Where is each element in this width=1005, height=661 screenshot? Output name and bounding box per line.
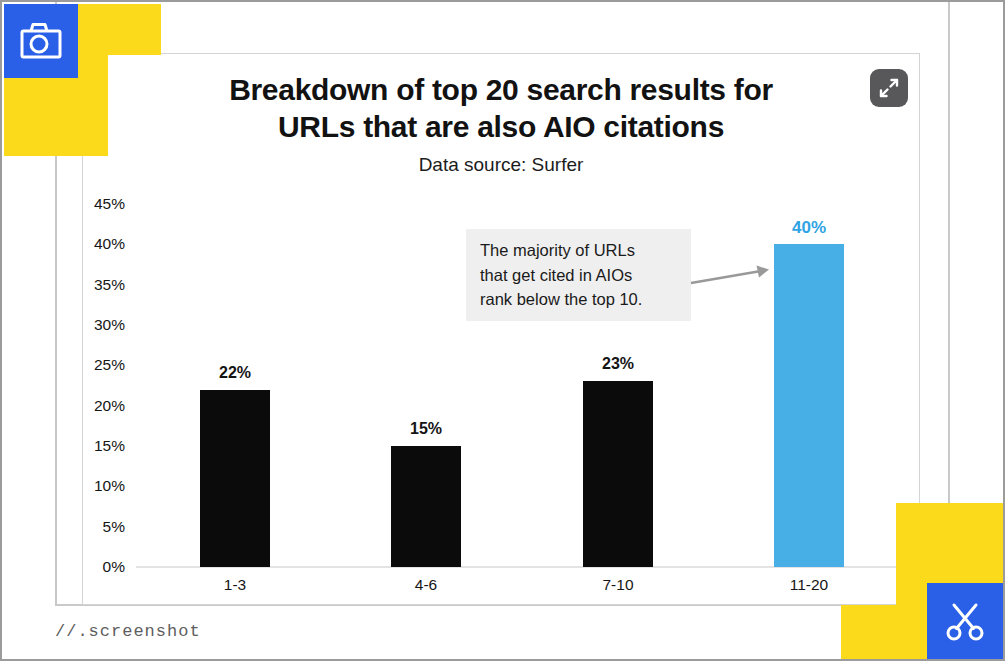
y-axis-tick-label: 35% xyxy=(65,276,125,294)
yellow-accent-bottom-right-step xyxy=(841,605,897,661)
screenshot-frame: Breakdown of top 20 search results for U… xyxy=(0,0,1005,661)
y-axis-tick-label: 40% xyxy=(65,235,125,253)
bar-value-label: 23% xyxy=(573,355,663,373)
bar-value-label: 15% xyxy=(381,420,471,438)
bar-chart-plot-area: 0%5%10%15%20%25%30%35%40%45%22%1-315%4-6… xyxy=(83,54,919,604)
bar-4-6 xyxy=(391,446,461,567)
annotation-callout: The majority of URLs that get cited in A… xyxy=(466,229,691,321)
bar-1-3 xyxy=(200,390,270,567)
y-axis-tick-label: 0% xyxy=(65,558,125,576)
camera-icon xyxy=(18,20,64,62)
x-axis-tick-label: 1-3 xyxy=(190,576,280,594)
y-axis-tick-label: 20% xyxy=(65,397,125,415)
x-axis-tick-label: 11-20 xyxy=(764,576,854,594)
x-axis-tick-label: 4-6 xyxy=(381,576,471,594)
bar-11-20 xyxy=(774,244,844,567)
camera-badge xyxy=(4,4,78,78)
bar-7-10 xyxy=(583,381,653,567)
x-axis-tick-label: 7-10 xyxy=(573,576,663,594)
y-axis-tick-label: 15% xyxy=(65,437,125,455)
bar-value-label: 22% xyxy=(190,364,280,382)
y-axis-tick-label: 10% xyxy=(65,477,125,495)
bar-value-label: 40% xyxy=(764,218,854,238)
y-axis-tick-label: 25% xyxy=(65,356,125,374)
watermark-text: //.screenshot xyxy=(55,622,201,641)
y-axis-tick-label: 45% xyxy=(65,195,125,213)
scissors-badge xyxy=(927,583,1003,659)
scissors-icon xyxy=(940,596,990,646)
y-axis-tick-label: 5% xyxy=(65,518,125,536)
background-gridline-right xyxy=(948,2,950,503)
chart-card: Breakdown of top 20 search results for U… xyxy=(82,53,920,605)
y-axis-tick-label: 30% xyxy=(65,316,125,334)
